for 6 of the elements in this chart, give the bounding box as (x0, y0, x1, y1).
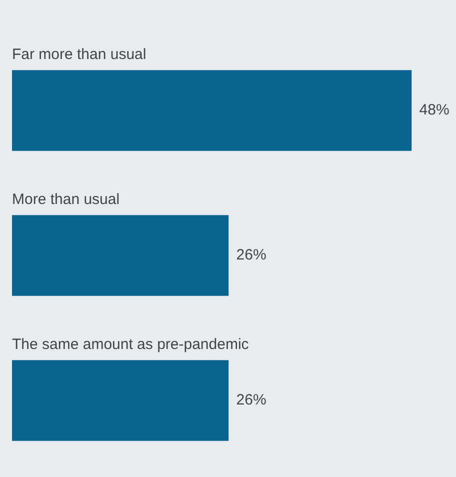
y-tick-label: More than usual (12, 191, 120, 208)
data-label: 26% (236, 246, 266, 264)
data-label: 48% (419, 102, 450, 119)
data-label: 26% (236, 392, 266, 409)
y-tick-label: Far more than usual (12, 46, 146, 64)
y-tick-label: The same amount as pre-pandemic (12, 336, 250, 354)
